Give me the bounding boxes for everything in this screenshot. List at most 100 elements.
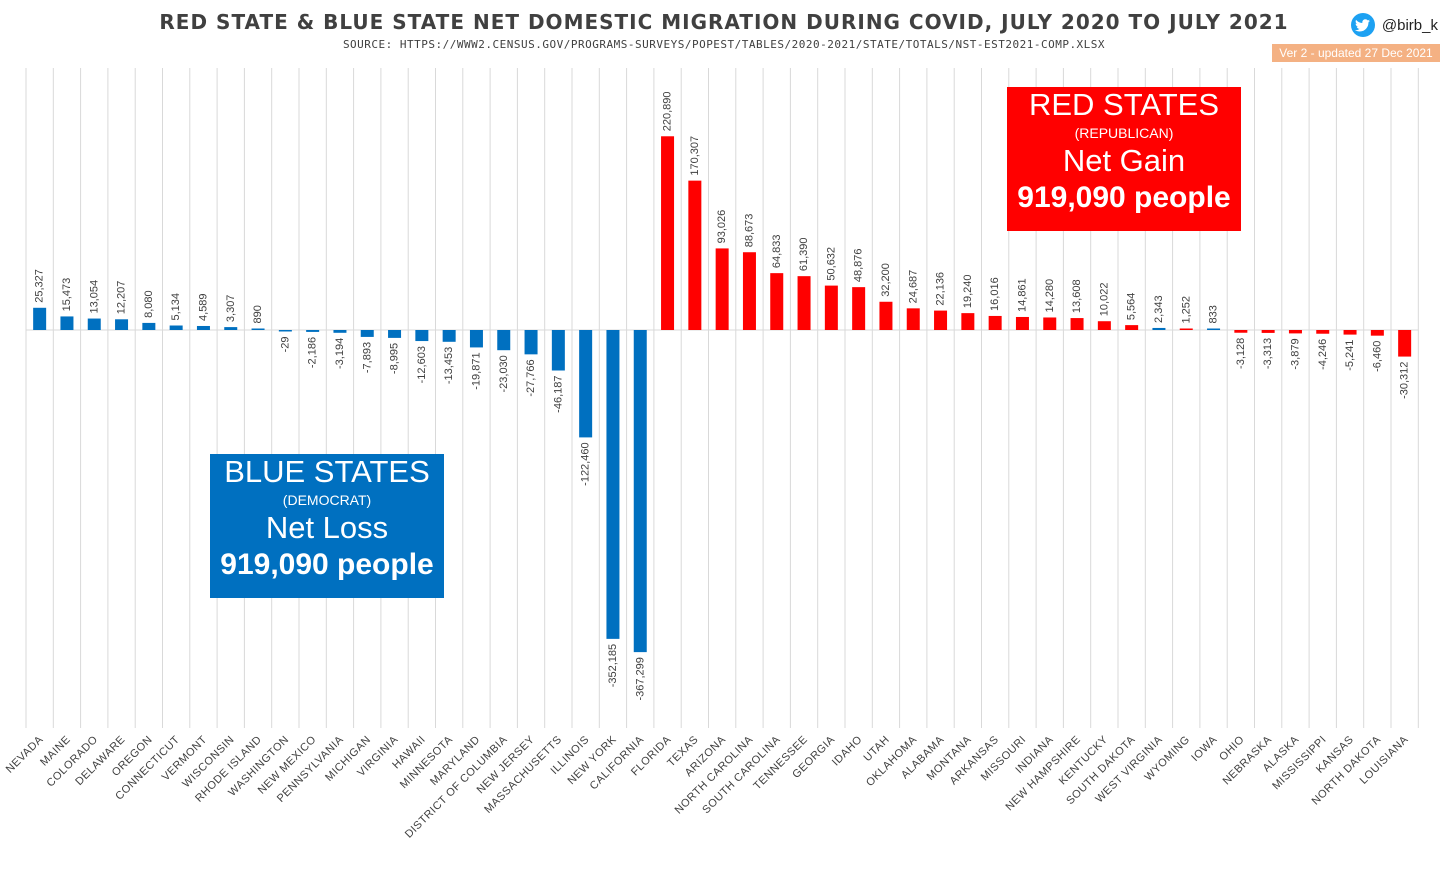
blue-states-caption: Net Loss <box>265 510 389 545</box>
bar-nebraska <box>1261 330 1275 333</box>
data-label-south-carolina: 64,833 <box>771 234 783 268</box>
data-label-ohio: -3,128 <box>1235 338 1247 369</box>
bar-indiana <box>1043 317 1057 330</box>
bar-hawaii <box>415 330 429 342</box>
bar-arkansas <box>988 315 1002 330</box>
bar-maryland <box>469 330 483 348</box>
bar-north-carolina <box>742 252 756 330</box>
version-badge: Ver 2 - updated 27 Dec 2021 <box>1272 44 1440 62</box>
data-label-indiana: 14,280 <box>1044 279 1056 313</box>
bar-utah <box>879 301 893 330</box>
bars <box>33 136 1412 653</box>
bar-wisconsin <box>224 327 238 330</box>
bar-montana <box>961 313 975 330</box>
bar-tennessee <box>797 276 811 330</box>
data-label-new-mexico: -2,186 <box>307 337 319 368</box>
bar-virginia <box>388 330 402 338</box>
data-label-arkansas: 16,016 <box>989 277 1001 311</box>
twitter-handle[interactable]: @birb_k <box>1350 12 1438 38</box>
twitter-handle-text: @birb_k <box>1381 16 1438 34</box>
data-label-wyoming: 1,252 <box>1180 296 1192 324</box>
red-states-caption: Net Gain <box>1062 143 1186 178</box>
bar-new-york <box>606 330 620 639</box>
data-label-district-of-columbia: -23,030 <box>498 355 510 392</box>
data-label-pennsylvania: -3,194 <box>334 338 346 369</box>
data-label-alabama: 22,136 <box>935 272 947 306</box>
data-label-illinois: -122,460 <box>580 442 592 485</box>
data-label-delaware: 12,207 <box>116 281 128 315</box>
bar-new-hampshire <box>1070 318 1084 330</box>
bar-chart: 25,327 15,473 13,054 12,207 8,080 5,134 4,589 3… <box>4 68 1419 841</box>
data-label-idaho: 48,876 <box>853 248 865 282</box>
data-label-new-york: -352,185 <box>607 644 619 687</box>
data-label-oklahoma: 24,687 <box>907 270 919 304</box>
data-label-nevada: 25,327 <box>34 269 46 303</box>
bar-minnesota <box>442 330 456 342</box>
bar-district-of-columbia <box>497 330 511 351</box>
blue-states-party: (DEMOCRAT) <box>282 492 372 508</box>
bar-missouri <box>1015 316 1029 330</box>
data-label-maryland: -19,871 <box>470 352 482 389</box>
bar-louisiana <box>1398 330 1412 357</box>
bar-mississippi <box>1316 330 1330 334</box>
bar-wyoming <box>1179 328 1193 330</box>
data-label-kansas: -5,241 <box>1344 340 1356 371</box>
gridlines <box>25 68 1419 728</box>
data-label-rhode-island: 890 <box>252 305 264 323</box>
bar-massachusetts <box>551 330 565 371</box>
bar-alabama <box>934 310 948 330</box>
data-label-iowa: 833 <box>1208 305 1220 323</box>
bar-new-jersey <box>524 330 538 355</box>
chart-title: RED STATE & BLUE STATE NET DOMESTIC MIGR… <box>159 10 1289 34</box>
blue-states-total: 919,090 people <box>220 548 434 581</box>
data-label-nebraska: -3,313 <box>1262 338 1274 369</box>
data-label-new-hampshire: 13,608 <box>1071 279 1083 313</box>
data-label-arizona: 93,026 <box>716 210 728 244</box>
data-label-colorado: 13,054 <box>88 280 100 314</box>
bar-kansas <box>1343 330 1357 335</box>
data-label-new-jersey: -27,766 <box>525 359 537 396</box>
bar-alaska <box>1288 330 1302 334</box>
bar-texas <box>688 180 702 330</box>
bar-georgia <box>824 285 838 330</box>
bar-colorado <box>87 318 101 330</box>
bar-idaho <box>852 287 866 330</box>
data-label-washington: -29 <box>279 337 291 353</box>
bar-illinois <box>579 330 593 438</box>
category-labels: NEVADAMAINECOLORADODELAWAREOREGONCONNECT… <box>4 734 1411 841</box>
data-label-tennessee: 61,390 <box>798 238 810 272</box>
data-label-georgia: 50,632 <box>825 247 837 281</box>
data-label-north-dakota: -6,460 <box>1371 341 1383 372</box>
category-label-iowa: IOWA <box>1189 734 1219 764</box>
bar-florida <box>661 136 675 330</box>
data-label-west-virginia: 2,343 <box>1153 295 1165 323</box>
data-label-maine: 15,473 <box>61 278 73 312</box>
data-label-massachusetts: -46,187 <box>552 376 564 413</box>
data-label-wisconsin: 3,307 <box>225 295 237 323</box>
bar-delaware <box>115 319 129 330</box>
category-label-nevada: NEVADA <box>4 734 46 776</box>
red-states-callout: RED STATES (REPUBLICAN) Net Gain 919,090… <box>1007 87 1241 231</box>
data-label-louisiana: -30,312 <box>1399 362 1411 399</box>
data-label-alaska: -3,879 <box>1289 338 1301 369</box>
bar-oklahoma <box>906 308 920 330</box>
bar-south-dakota <box>1125 325 1139 330</box>
bar-pennsylvania <box>333 330 347 333</box>
bar-iowa <box>1207 328 1221 330</box>
data-label-texas: 170,307 <box>689 136 701 176</box>
data-label-connecticut: 5,134 <box>170 293 182 321</box>
data-label-california: -367,299 <box>634 657 646 700</box>
chart-source: SOURCE: HTTPS://WWW2.CENSUS.GOV/PROGRAMS… <box>342 38 1106 51</box>
data-label-kentucky: 10,022 <box>1098 283 1110 317</box>
bar-vermont <box>196 325 210 330</box>
twitter-bird-icon <box>1350 13 1375 37</box>
data-label-oregon: 8,080 <box>143 290 155 318</box>
bar-connecticut <box>169 325 183 330</box>
data-label-vermont: 4,589 <box>197 293 209 321</box>
data-label-florida: 220,890 <box>662 92 674 132</box>
bar-ohio <box>1234 330 1248 333</box>
data-label-utah: 32,200 <box>880 263 892 297</box>
blue-states-callout: BLUE STATES (DEMOCRAT) Net Loss 919,090 … <box>210 454 444 598</box>
bar-north-dakota <box>1370 330 1384 336</box>
bar-new-mexico <box>306 330 320 332</box>
